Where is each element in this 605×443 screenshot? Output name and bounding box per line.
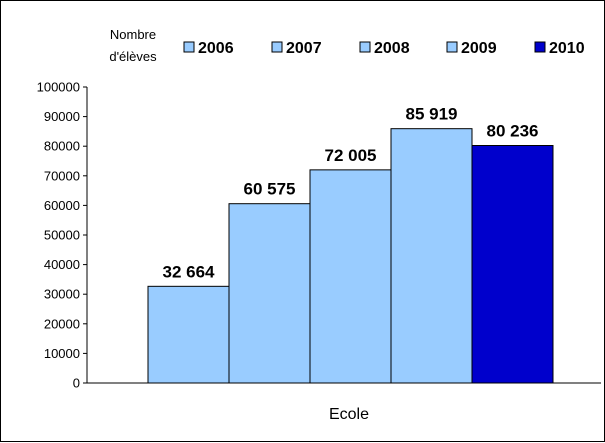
data-label-2009: 85 919 bbox=[406, 105, 458, 124]
legend-swatch-2006 bbox=[183, 41, 195, 53]
y-axis-label-line-1: Nombre bbox=[110, 27, 156, 42]
legend-label-2007: 2007 bbox=[286, 40, 322, 57]
bar-2008 bbox=[309, 169, 392, 384]
y-tick-label: 10000 bbox=[44, 346, 80, 361]
legend: 2006 2007 2008 2009 2010 bbox=[183, 40, 585, 57]
y-tick-label: 70000 bbox=[44, 168, 80, 183]
y-tick-label: 100000 bbox=[37, 80, 80, 95]
data-label-2007: 60 575 bbox=[244, 180, 296, 199]
y-tick-label: 0 bbox=[73, 376, 80, 391]
legend-label-2009: 2009 bbox=[461, 40, 497, 57]
legend-label-2006: 2006 bbox=[198, 40, 234, 57]
legend-swatch-2007 bbox=[271, 41, 283, 53]
data-label-2010: 80 236 bbox=[487, 122, 539, 141]
legend-label-2010: 2010 bbox=[549, 40, 585, 57]
y-tick-label: 50000 bbox=[44, 228, 80, 243]
bars bbox=[147, 128, 554, 384]
legend-swatch-2008 bbox=[359, 41, 371, 53]
y-tick-label: 90000 bbox=[44, 109, 80, 124]
y-tick-label: 30000 bbox=[44, 287, 80, 302]
y-axis: 0 10000 20000 30000 40000 50000 60000 70000 8000… bbox=[37, 80, 601, 391]
data-label-2008: 72 005 bbox=[325, 146, 377, 165]
y-tick-label: 80000 bbox=[44, 139, 80, 154]
y-axis-label-line-2: d'élèves bbox=[109, 49, 157, 64]
legend-label-2008: 2008 bbox=[374, 40, 410, 57]
legend-swatch-2009 bbox=[446, 41, 458, 53]
y-tick-label: 40000 bbox=[44, 257, 80, 272]
bar-2010 bbox=[471, 145, 554, 384]
x-axis-label: Ecole bbox=[329, 406, 369, 423]
data-label-2006: 32 664 bbox=[163, 262, 216, 281]
legend-swatch-2010 bbox=[534, 41, 546, 53]
bar-2006 bbox=[147, 285, 230, 384]
bar-2009 bbox=[390, 128, 473, 384]
y-tick-label: 60000 bbox=[44, 198, 80, 213]
y-axis-label: Nombre d'élèves bbox=[109, 27, 157, 64]
data-labels: 32 664 60 575 72 005 85 919 80 236 bbox=[163, 105, 539, 282]
bar-2007 bbox=[228, 203, 311, 384]
y-tick-label: 20000 bbox=[44, 316, 80, 331]
